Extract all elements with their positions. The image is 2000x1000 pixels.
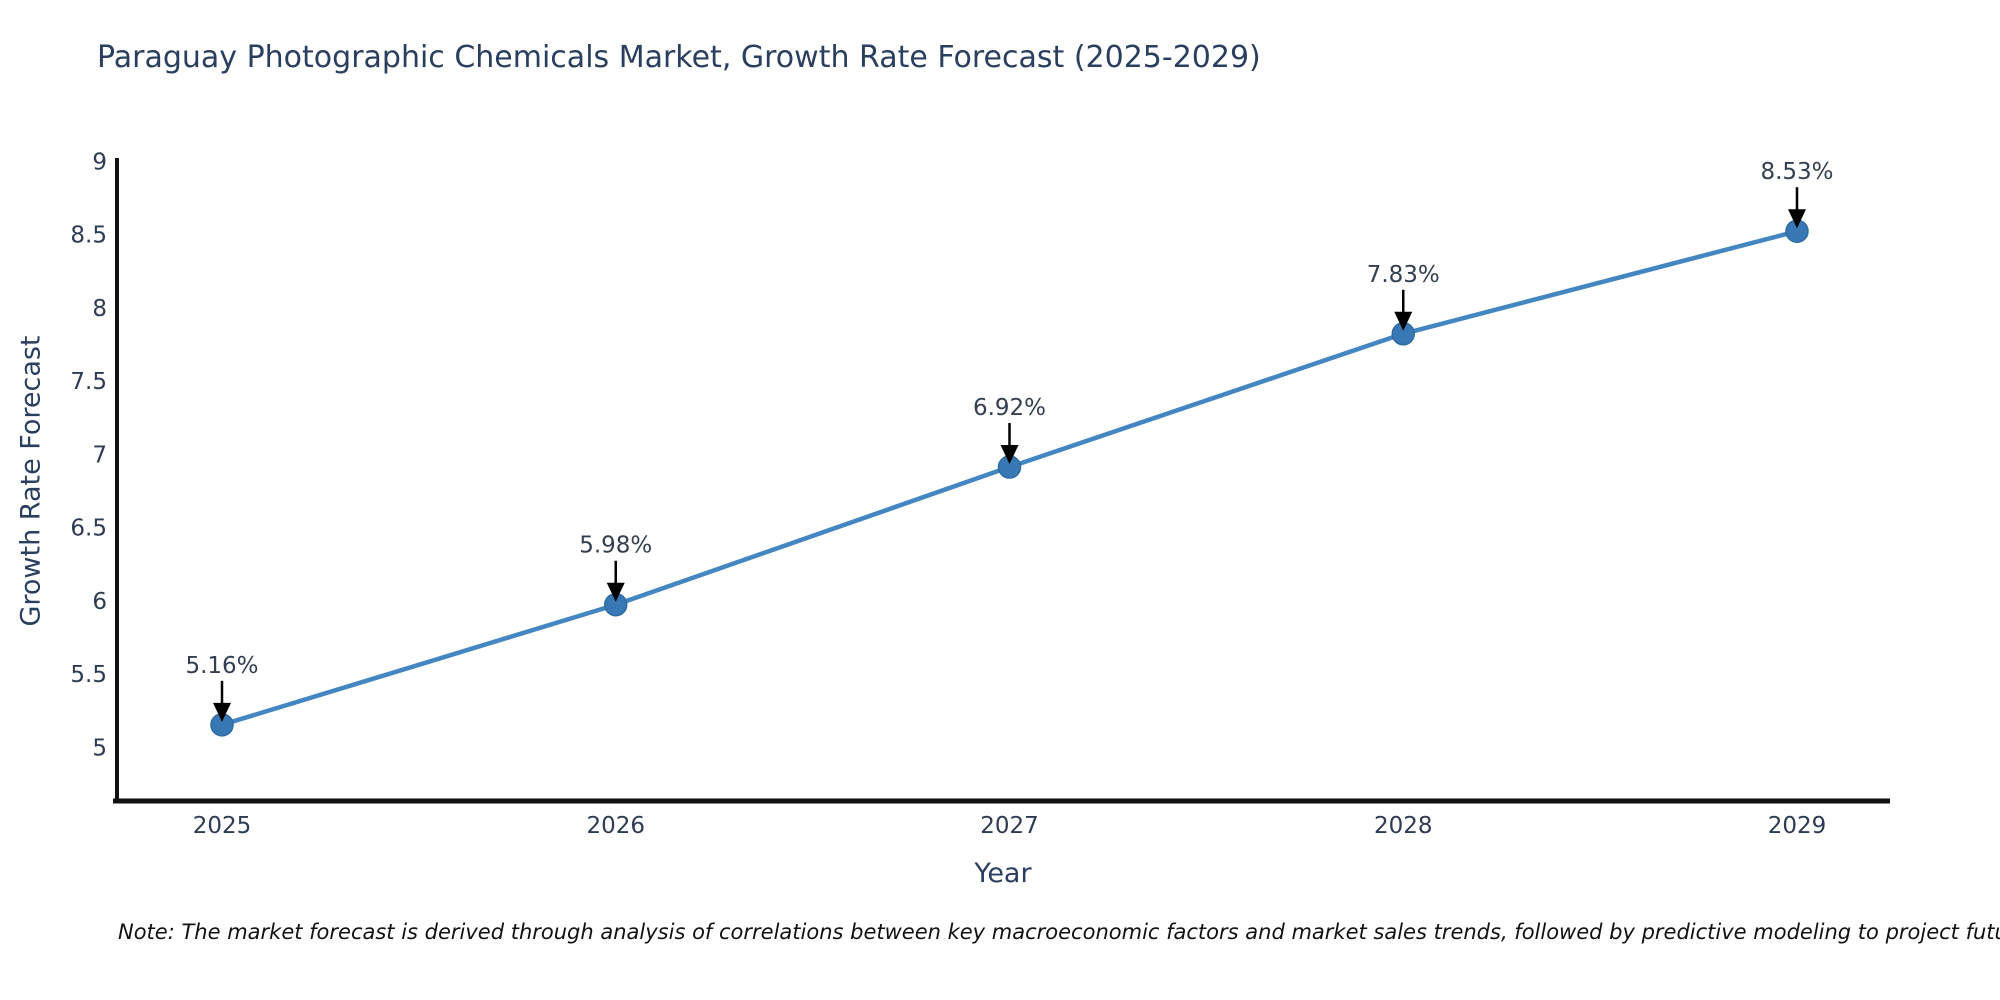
chart-title: Paraguay Photographic Chemicals Market, … bbox=[97, 40, 1261, 75]
annotation-arrowhead bbox=[213, 702, 231, 722]
point-value-label: 5.16% bbox=[185, 653, 258, 679]
point-value-label: 7.83% bbox=[1367, 262, 1440, 288]
x-axis-title: Year bbox=[974, 858, 1032, 889]
point-value-label: 6.92% bbox=[973, 395, 1046, 421]
y-axis-title: Growth Rate Forecast bbox=[15, 335, 47, 627]
y-tick-label: 5 bbox=[92, 735, 107, 761]
x-tick-label: 2028 bbox=[1374, 813, 1433, 839]
y-tick-label: 9 bbox=[92, 149, 107, 175]
annotation-arrowhead bbox=[606, 582, 625, 602]
point-value-label: 8.53% bbox=[1760, 159, 1833, 185]
annotation-arrowhead bbox=[1000, 445, 1019, 465]
x-tick-label: 2029 bbox=[1768, 813, 1827, 839]
point-value-label: 5.98% bbox=[579, 533, 652, 559]
y-tick-label: 5.5 bbox=[70, 662, 107, 688]
annotation-arrowhead bbox=[1394, 311, 1413, 331]
x-tick-label: 2025 bbox=[193, 813, 252, 839]
y-tick-label: 7 bbox=[92, 442, 107, 468]
footnote: Note: The market forecast is derived thr… bbox=[118, 920, 2000, 944]
x-tick-label: 2026 bbox=[586, 813, 645, 839]
y-tick-label: 6.5 bbox=[70, 516, 107, 542]
y-tick-label: 8 bbox=[92, 296, 107, 322]
annotation-arrowhead bbox=[1788, 209, 1806, 229]
y-tick-label: 6 bbox=[92, 589, 107, 615]
x-tick-label: 2027 bbox=[980, 813, 1039, 839]
y-tick-label: 8.5 bbox=[70, 223, 107, 249]
y-tick-label: 7.5 bbox=[70, 369, 107, 395]
